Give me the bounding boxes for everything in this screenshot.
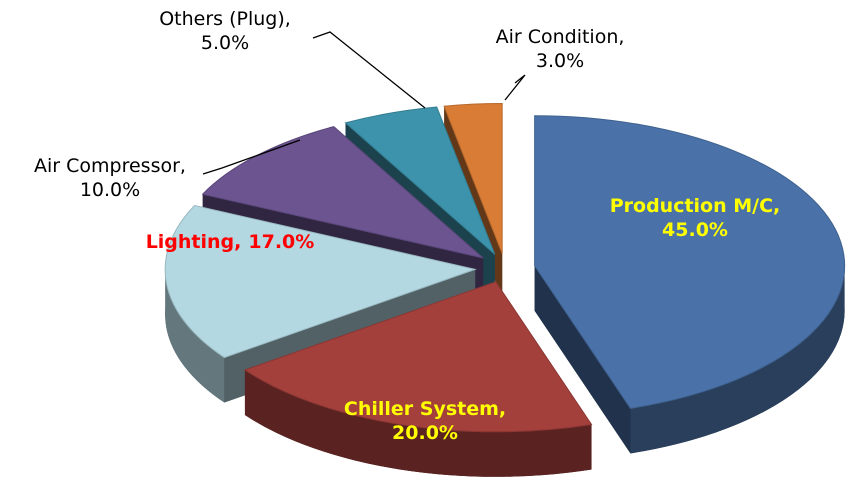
slice-label: Air Compressor, 10.0%	[34, 155, 186, 201]
slice-category: Air Compressor,	[34, 155, 186, 177]
slice-top	[243, 281, 593, 433]
slice-label: Lighting, 17.0%	[146, 231, 315, 253]
slice-top	[344, 106, 496, 255]
leader-line	[504, 74, 526, 101]
slice-label: Others (Plug), 5.0%	[159, 8, 291, 54]
slice-value-label: 3.0%	[536, 50, 584, 72]
slice-label: Chiller System, 20.0%	[344, 398, 506, 444]
slice-top	[443, 103, 503, 254]
slice-wall	[534, 265, 631, 454]
slice-label: Production M/C, 45.0%	[610, 195, 781, 241]
slice-category: Air Condition,	[496, 26, 625, 48]
slice-value-label: 10.0%	[80, 179, 140, 201]
slice-value-label: 5.0%	[201, 32, 249, 54]
leader-line	[312, 31, 426, 109]
slice-side	[165, 269, 225, 403]
slice-value-label: 17.0%	[248, 231, 314, 253]
slice-category: Chiller System,	[344, 398, 506, 420]
slice-top	[534, 115, 846, 409]
slice-side	[630, 265, 845, 454]
slice	[201, 126, 484, 304]
slice-category: Lighting,	[146, 231, 242, 253]
slice-value-label: 20.0%	[392, 422, 458, 444]
slice-label: Air Condition, 3.0%	[496, 26, 625, 72]
leader-line	[202, 139, 301, 175]
slice	[534, 115, 846, 454]
slice	[243, 281, 593, 477]
slice-value-label: 45.0%	[662, 219, 728, 241]
slice-side	[244, 369, 592, 477]
slice-category: Others (Plug),	[159, 8, 291, 30]
slice-category: Production M/C,	[610, 195, 781, 217]
slice-top	[164, 204, 477, 359]
